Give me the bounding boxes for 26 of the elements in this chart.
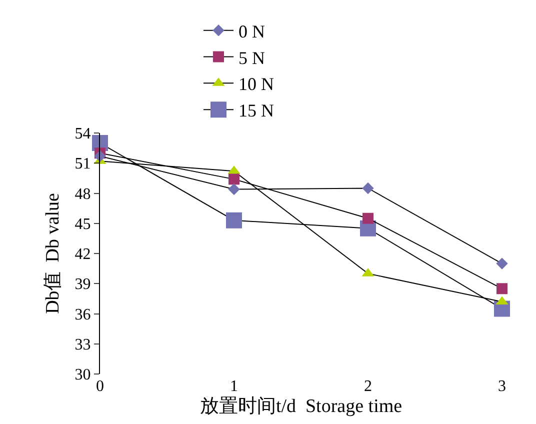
y-tick-label: 30 xyxy=(74,366,91,384)
y-axis-title: Db值 Db value xyxy=(42,193,64,314)
x-tick-label: 0 xyxy=(96,378,104,395)
y-tick-label: 54 xyxy=(74,126,91,143)
x-tick-label: 1 xyxy=(230,378,238,395)
y-tick-label: 33 xyxy=(74,336,91,354)
y-tick-label: 36 xyxy=(74,306,91,324)
point xyxy=(228,183,240,196)
point xyxy=(362,182,374,194)
x-tick-label: 3 xyxy=(498,378,506,395)
y-tick-label: 39 xyxy=(74,276,91,294)
y-tick-label: 45 xyxy=(74,216,91,233)
y-tick-label: 51 xyxy=(74,156,91,173)
x-tick-label: 2 xyxy=(364,378,372,395)
legend-label: 5 N xyxy=(238,48,265,68)
point xyxy=(496,258,508,270)
point xyxy=(226,212,242,228)
legend-label: 15 N xyxy=(238,100,274,121)
point xyxy=(228,174,240,185)
y-tick-label: 48 xyxy=(74,186,91,203)
legend-label: 10 N xyxy=(238,74,274,94)
point xyxy=(362,212,374,224)
point xyxy=(496,283,508,294)
x-axis-title: 放置时间t/d Storage time xyxy=(200,396,402,417)
y-tick-label: 42 xyxy=(74,246,91,264)
legend-label: 0 N xyxy=(238,21,265,42)
